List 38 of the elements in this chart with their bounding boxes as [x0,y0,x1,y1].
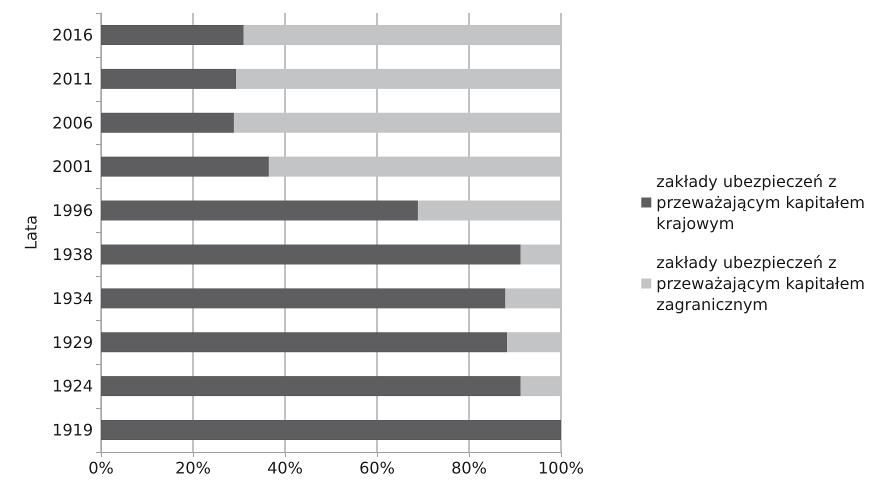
bar [101,244,521,264]
y-tick-label: 2006 [52,113,93,132]
y-tick-label: 2016 [52,25,93,44]
legend-label: zakłady ubezpieczeń z przeważającym kapitałem krajowym [656,172,865,233]
x-tick-label: 40% [267,458,303,478]
bar [101,288,506,308]
bar [101,332,508,352]
y-tick-label: 1919 [52,420,93,440]
y-tick-label: 1924 [52,376,93,396]
y-tick-label: 1929 [52,332,93,352]
bar [520,376,561,396]
bar [236,68,561,89]
bar [101,112,234,133]
bar [244,24,561,45]
bar [101,68,236,89]
y-tick-label: 1934 [52,288,93,308]
y-axis-title: Lata [22,215,40,250]
x-tick-label: 20% [175,458,211,478]
bar [507,332,561,352]
bar [101,24,244,45]
y-tick-label: 2001 [52,157,93,176]
bar [268,156,561,177]
bar [418,200,561,221]
y-tick-label: 1938 [52,244,93,264]
y-tick-label: 1996 [52,201,93,220]
legend-label: zakłady ubezpieczeń z przeważającym kapitałem zagranicznym [656,253,865,314]
x-tick-label: 100% [538,458,584,478]
bar [234,112,561,133]
x-tick-label: 80% [451,458,487,478]
bar [101,376,521,396]
bar [520,244,561,264]
bar [101,156,269,177]
x-tick-label: 60% [359,458,395,478]
x-tick-label: 0% [88,458,114,478]
bar [101,420,561,440]
bar [505,288,561,308]
bar [101,200,418,221]
y-tick-label: 2011 [52,69,93,88]
